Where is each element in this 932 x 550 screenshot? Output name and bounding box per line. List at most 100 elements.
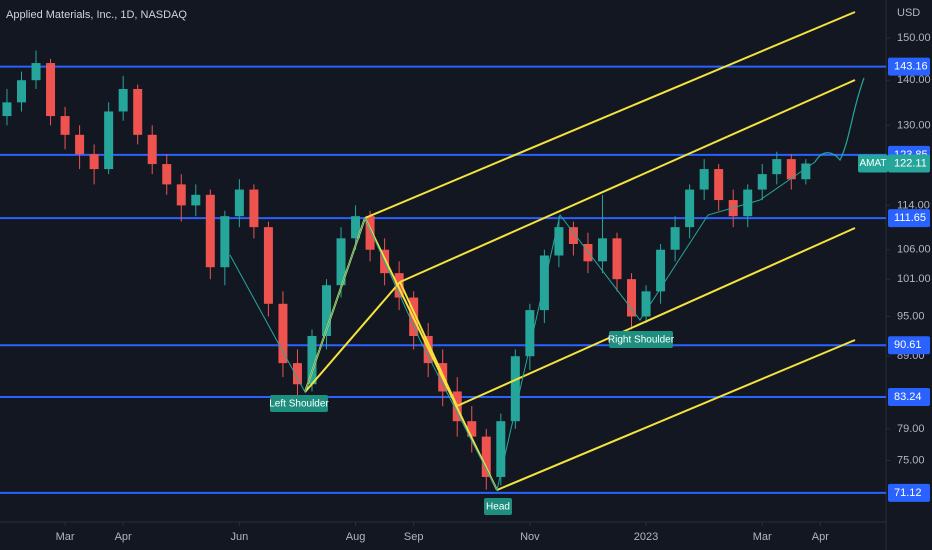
y-tick-label: 114.00	[897, 199, 930, 211]
candle-body	[307, 336, 317, 385]
candle-body	[757, 174, 767, 190]
level-label-box	[888, 483, 930, 502]
candle-body	[278, 303, 288, 364]
y-tick-label: 140.00	[897, 74, 931, 86]
pitchfork-handle	[304, 281, 401, 393]
x-tick-label: Aug	[346, 531, 366, 543]
x-tick-label: Sep	[404, 531, 424, 543]
candle-body	[568, 227, 578, 245]
candle-body	[772, 159, 782, 175]
candle-body	[554, 227, 564, 256]
candle-body	[467, 421, 477, 437]
annotation-text: Right Shoulder	[608, 335, 675, 346]
candle-body	[249, 189, 259, 228]
level-label: 111.65	[894, 212, 926, 224]
candle-body	[351, 216, 361, 239]
candle-body	[322, 285, 332, 337]
pitchfork-upper	[364, 11, 856, 219]
candle-body	[496, 421, 506, 477]
x-tick-label: Apr	[115, 531, 132, 543]
candle-body	[89, 154, 99, 170]
y-tick-label: 106.00	[897, 244, 931, 256]
candle-body	[292, 363, 302, 385]
candle-body	[786, 159, 796, 180]
candle-body	[118, 88, 128, 112]
level-label-box	[888, 336, 930, 355]
candle-body	[510, 356, 520, 422]
last-symbol: AMAT	[859, 158, 886, 169]
candle-body	[656, 249, 666, 292]
last-symbol-box	[858, 154, 888, 173]
candle-body	[801, 163, 811, 180]
candle-body	[133, 88, 143, 135]
candle-body	[191, 194, 201, 206]
level-label-box	[888, 209, 930, 228]
candle-body	[162, 164, 172, 185]
candle-body	[394, 273, 404, 298]
axes: 150.00 140.00 130.00 114.00 106.00 101.00 95.0…	[56, 32, 931, 543]
candle-body	[365, 216, 375, 250]
y-tick-label: 150.00	[897, 32, 931, 44]
y-tick-label: 75.00	[897, 454, 925, 466]
candle-body	[612, 238, 622, 280]
candle-body	[481, 436, 491, 477]
candle-body	[147, 134, 157, 165]
pitchfork-median	[399, 79, 856, 283]
x-tick-label: Mar	[56, 531, 75, 543]
x-tick-label: Mar	[753, 531, 772, 543]
currency-label: USD	[897, 7, 920, 19]
candle-body	[2, 102, 12, 117]
candle-body	[104, 111, 114, 170]
candle-body	[714, 169, 724, 201]
candle-body	[336, 238, 346, 286]
candle-body	[16, 80, 26, 103]
candle-body	[597, 238, 607, 262]
candle-body	[46, 63, 56, 117]
candle-body	[176, 184, 186, 206]
candle-body	[627, 279, 637, 317]
x-tick-label: Apr	[812, 531, 829, 543]
candle-body	[641, 291, 651, 317]
level-label: 143.16	[894, 61, 928, 73]
candle-body	[234, 189, 244, 217]
candle-body	[685, 189, 695, 228]
x-tick-label: Nov	[520, 531, 540, 543]
candle-body	[525, 310, 535, 357]
annotation: Right Shoulder	[608, 331, 675, 348]
projection-path	[814, 77, 865, 163]
pitchfork-bottom	[496, 339, 856, 491]
x-tick-label: Jun	[230, 531, 248, 543]
level-label-box	[888, 57, 930, 76]
candle-body	[220, 216, 230, 268]
y-tick-label: 101.00	[897, 273, 931, 285]
candle-body	[699, 169, 709, 190]
pitchfork-leg	[399, 281, 458, 407]
y-tick-label: 79.00	[897, 423, 925, 435]
x-tick-label: 2023	[634, 531, 658, 543]
last-price-box	[888, 154, 930, 173]
annotation-box	[270, 395, 328, 412]
pattern-zigzag	[229, 161, 816, 492]
level-label: 71.12	[894, 487, 922, 499]
level-label-box	[888, 387, 930, 406]
candle-body	[205, 194, 215, 268]
annotation-box	[609, 331, 673, 348]
annotation: Left Shoulder	[269, 395, 329, 412]
level-label: 83.24	[894, 391, 922, 403]
level-label: 90.61	[894, 339, 922, 351]
candle-body	[743, 189, 753, 217]
candle-body	[670, 227, 680, 250]
last-price: 122.11	[894, 157, 927, 169]
candle-body	[31, 63, 41, 81]
pitchfork-leg	[364, 217, 498, 491]
annotation: Head	[484, 498, 512, 515]
candle-body	[583, 244, 593, 262]
candle-body	[263, 227, 273, 304]
annotation-text: Head	[486, 502, 510, 513]
y-tick-label: 95.00	[897, 310, 925, 322]
candle-body	[60, 116, 70, 135]
annotation-box	[484, 498, 512, 515]
